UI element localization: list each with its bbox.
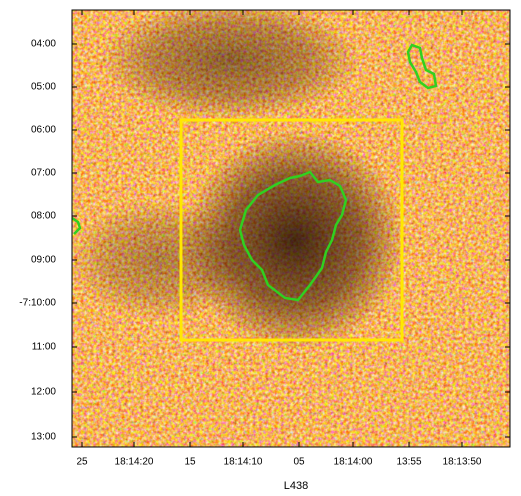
x-tick-label: 18:14:10: [224, 457, 263, 468]
y-tick-label: 05:00: [31, 82, 56, 93]
x-tick-label: 25: [76, 457, 88, 468]
contour: [238, 170, 348, 302]
y-tick-label: 06:00: [31, 125, 56, 136]
contour: [71, 216, 82, 235]
sky-image: [72, 10, 510, 447]
x-tick-label: 15: [184, 457, 196, 468]
title: L438: [284, 480, 308, 492]
y-tick-label: 04:00: [31, 39, 56, 50]
x-tick-label: 18:14:00: [334, 457, 373, 468]
y-tick-label: 12:00: [31, 387, 56, 398]
x-tick-label: 13:55: [396, 457, 421, 468]
frame: [71, 9, 511, 448]
x-tick-label: 18:14:20: [115, 457, 154, 468]
y-tick-label: 13:00: [31, 432, 56, 443]
contour: [406, 43, 438, 90]
x-tick-label: 05: [293, 457, 305, 468]
y-tick-label: 11:00: [32, 342, 57, 353]
y-tick-label: -7:10:00: [19, 298, 56, 309]
y-tick-label: 08:00: [31, 211, 56, 222]
selection-box: [179, 118, 404, 342]
y-tick-label: 09:00: [31, 255, 56, 266]
y-tick-label: 07:00: [31, 168, 56, 179]
x-tick-label: 18:13:50: [443, 457, 482, 468]
